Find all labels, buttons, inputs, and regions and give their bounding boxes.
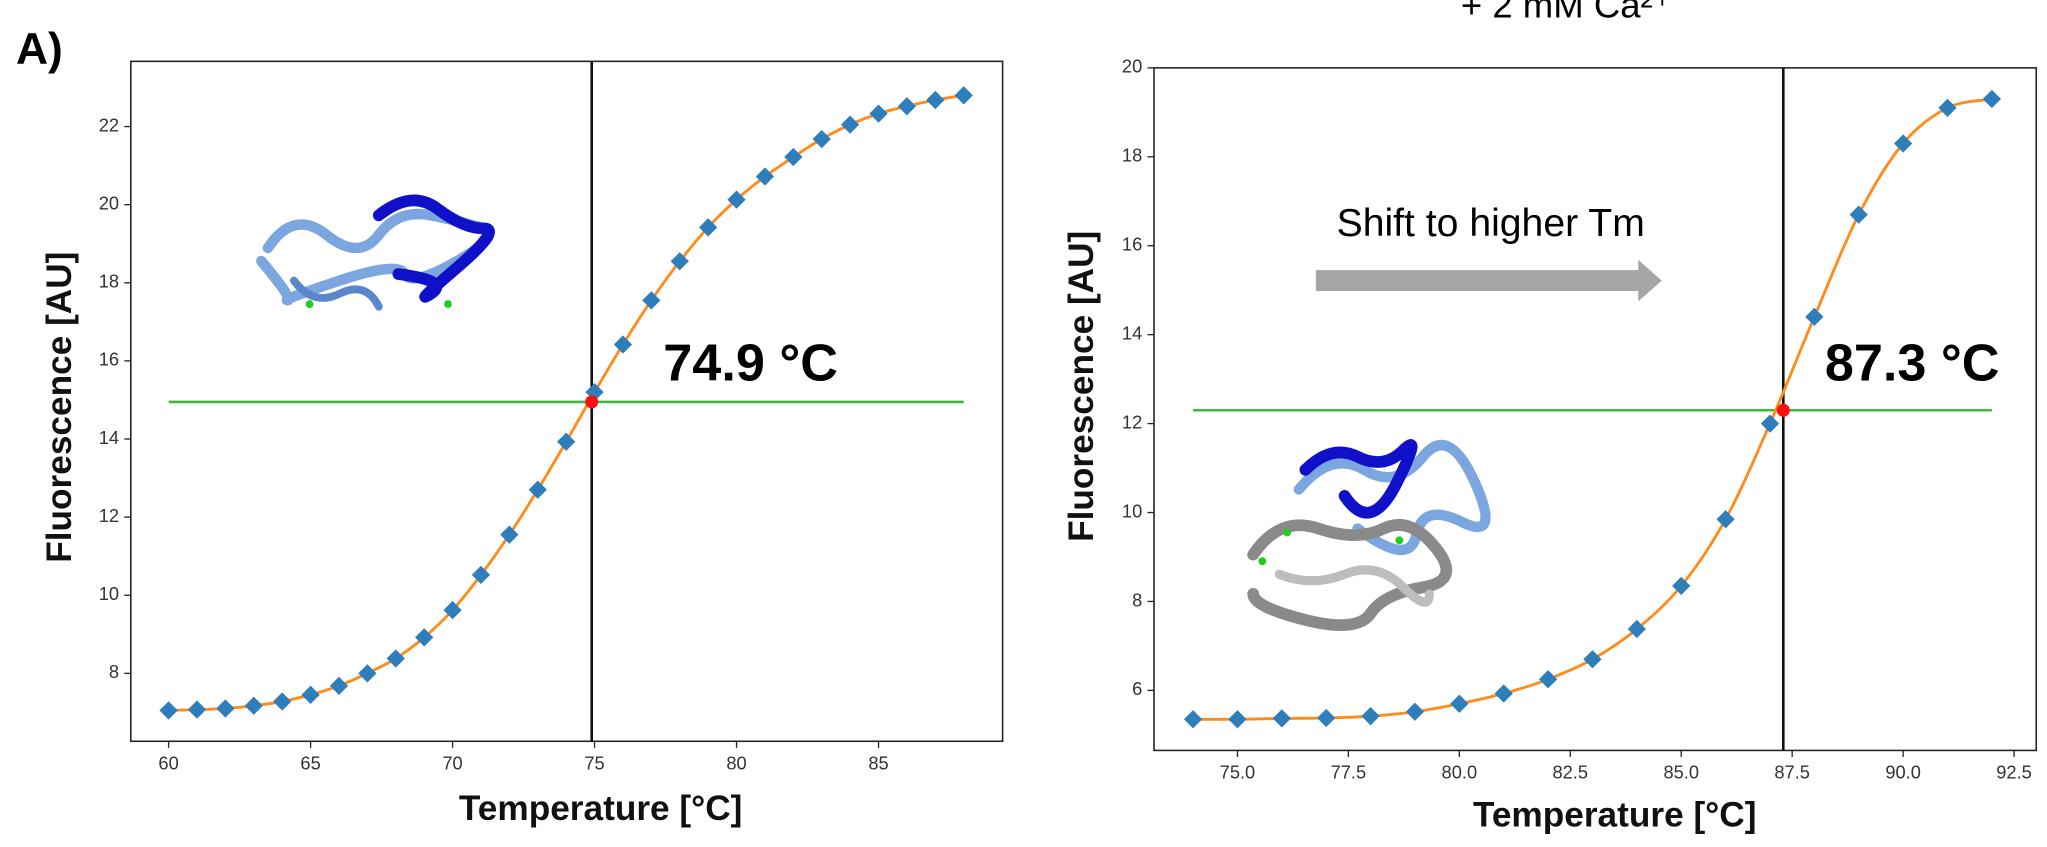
data-point [613, 335, 633, 354]
tm-point [585, 395, 599, 409]
data-point [1450, 694, 1469, 713]
data-point [216, 699, 235, 718]
y-tick-label: 16 [99, 349, 119, 370]
x-tick-label: 87.5 [1774, 762, 1810, 783]
data-point [670, 252, 689, 271]
y-tick-label: 12 [1122, 411, 1142, 432]
y-tick-label: 10 [99, 583, 119, 604]
y-tick-label: 10 [1122, 500, 1142, 521]
data-point [784, 147, 803, 167]
data-point [926, 90, 945, 110]
data-point [755, 167, 775, 186]
y-tick-label: 8 [109, 661, 119, 682]
data-point [1760, 414, 1780, 433]
data-point [1361, 707, 1380, 726]
data-point [869, 104, 888, 123]
x-tick-label: 90.0 [1885, 762, 1921, 783]
data-point [244, 696, 263, 715]
data-point [1805, 307, 1824, 327]
y-tick-label: 8 [1132, 589, 1142, 610]
data-point [699, 218, 718, 237]
tm-point [1776, 403, 1790, 417]
data-point [1183, 710, 1203, 729]
data-point [443, 600, 462, 620]
data-point [642, 291, 661, 310]
y-axis-label: Fluorescence [AU] [40, 252, 79, 563]
y-tick-label: 18 [99, 271, 119, 292]
data-point [812, 129, 831, 149]
plot-frame [1153, 67, 2038, 752]
data-point [187, 700, 207, 719]
data-point [159, 701, 178, 720]
shift-label: Shift to higher Tm [1337, 202, 1645, 245]
tm-label: 74.9 °C [663, 335, 838, 393]
x-axis-label: Temperature [°C] [459, 789, 742, 828]
data-point [1583, 650, 1602, 669]
y-tick-label: 22 [99, 114, 119, 135]
y-axis-label: Fluorescence [AU] [1062, 231, 1101, 542]
data-point [954, 86, 973, 105]
x-tick-label: 75 [584, 753, 604, 774]
data-point [358, 664, 377, 683]
data-point [528, 480, 547, 499]
x-tick-label: 82.5 [1552, 762, 1588, 783]
x-tick-label: 80 [726, 753, 746, 774]
x-tick-label: 65 [300, 753, 320, 774]
y-tick-label: 6 [1132, 678, 1142, 699]
data-point [557, 432, 576, 451]
data-point [301, 685, 320, 704]
data-point [1849, 205, 1868, 224]
data-point [1982, 89, 2002, 109]
y-tick-label: 16 [1122, 234, 1142, 255]
y-tick-label: 12 [99, 505, 119, 526]
data-point [1672, 576, 1691, 596]
data-point [1938, 98, 1957, 118]
x-tick-label: 75.0 [1220, 762, 1256, 783]
data-point [500, 525, 519, 544]
y-tick-label: 14 [99, 427, 119, 448]
data-point [415, 628, 434, 647]
data-point [727, 190, 746, 209]
data-point [1405, 702, 1425, 721]
y-tick-label: 20 [1122, 56, 1142, 77]
data-point [897, 97, 917, 116]
y-tick-label: 18 [1122, 145, 1142, 166]
y-tick-label: 20 [99, 192, 119, 213]
y-tick-label: 14 [1122, 322, 1142, 343]
tm-label: 87.3 °C [1825, 335, 2000, 393]
x-tick-label: 77.5 [1331, 762, 1367, 783]
x-axis-label: Temperature [°C] [1473, 795, 1757, 834]
protein-structure [256, 194, 495, 311]
plot-frame [130, 60, 1004, 743]
x-tick-label: 80.0 [1442, 762, 1478, 783]
chart-title: + 2 mM Ca²⁺ [1461, 0, 1672, 25]
x-tick-label: 60 [158, 753, 178, 774]
data-point [471, 565, 491, 585]
panel-label: A) [16, 25, 63, 74]
protein-structure [1247, 439, 1491, 631]
data-point [1494, 684, 1513, 703]
shift-arrow [1315, 259, 1662, 302]
data-point [840, 115, 860, 134]
data-point [1272, 709, 1291, 728]
x-tick-label: 85 [868, 753, 888, 774]
data-point [1228, 710, 1247, 729]
data-point [1716, 510, 1735, 529]
x-tick-label: 70 [442, 753, 462, 774]
data-point [386, 649, 405, 668]
data-point [1538, 670, 1558, 689]
data-point [273, 692, 292, 711]
data-point [329, 676, 349, 695]
x-tick-label: 85.0 [1663, 762, 1699, 783]
x-tick-label: 92.5 [1996, 762, 2032, 783]
data-point [1317, 708, 1336, 728]
